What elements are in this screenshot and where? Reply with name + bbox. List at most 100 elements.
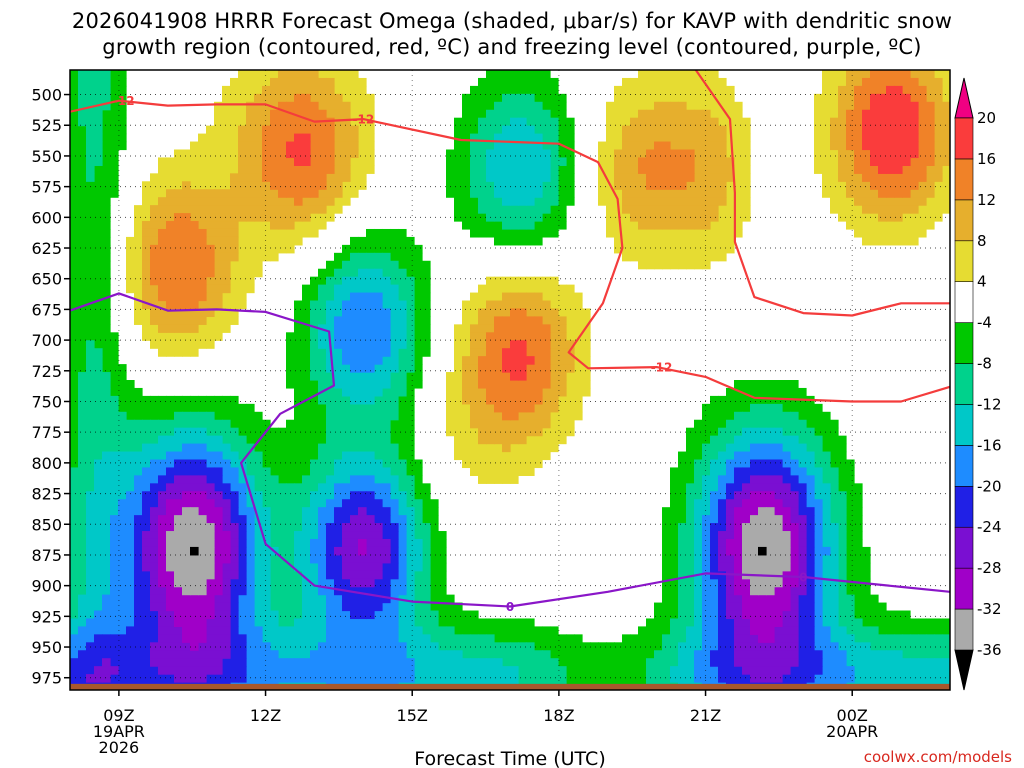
omega-cell xyxy=(518,149,527,159)
omega-cell xyxy=(278,435,287,445)
omega-cell xyxy=(846,610,855,620)
omega-cell xyxy=(150,451,159,461)
omega-cell xyxy=(806,451,815,461)
omega-cell xyxy=(782,435,791,445)
omega-cell xyxy=(102,380,111,389)
omega-cell xyxy=(526,85,535,95)
omega-cell xyxy=(390,340,399,349)
omega-cell xyxy=(830,531,839,540)
omega-cell xyxy=(414,483,423,492)
omega-cell xyxy=(414,292,423,302)
omega-cell xyxy=(246,189,255,198)
omega-cell xyxy=(502,149,511,159)
omega-cell xyxy=(254,77,263,87)
omega-cell xyxy=(662,578,671,588)
omega-cell xyxy=(70,181,79,190)
omega-cell xyxy=(262,109,271,119)
omega-cell xyxy=(694,499,703,508)
omega-cell xyxy=(766,403,775,413)
omega-cell xyxy=(390,228,399,238)
omega-cell xyxy=(502,228,511,238)
omega-cell xyxy=(110,443,119,453)
omega-cell xyxy=(158,483,167,492)
omega-cell xyxy=(646,228,655,238)
omega-cell xyxy=(774,403,783,413)
omega-cell xyxy=(334,276,343,286)
omega-cell xyxy=(926,70,935,79)
omega-cell xyxy=(278,610,287,620)
omega-cell xyxy=(302,642,311,651)
omega-cell xyxy=(942,93,950,103)
omega-cell xyxy=(230,93,239,103)
omega-cell xyxy=(478,308,487,318)
omega-cell xyxy=(934,181,943,190)
omega-cell xyxy=(214,403,223,413)
omega-cell xyxy=(126,483,135,492)
omega-cell xyxy=(190,213,199,222)
omega-cell xyxy=(238,570,247,580)
omega-cell xyxy=(214,451,223,461)
omega-cell xyxy=(406,674,415,683)
omega-cell xyxy=(262,70,271,79)
omega-cell xyxy=(302,300,311,310)
omega-cell xyxy=(286,435,295,445)
omega-cell xyxy=(886,674,895,683)
omega-cell xyxy=(166,236,175,246)
omega-cell xyxy=(734,173,743,182)
omega-cell xyxy=(262,658,271,667)
omega-cell xyxy=(286,610,295,620)
omega-cell xyxy=(670,642,679,651)
omega-cell xyxy=(638,244,647,254)
omega-cell xyxy=(86,165,95,174)
omega-cell xyxy=(110,372,119,381)
omega-cell xyxy=(550,650,559,659)
omega-cell xyxy=(358,674,367,683)
omega-cell xyxy=(798,419,807,429)
omega-cell xyxy=(678,260,687,270)
omega-cell xyxy=(462,348,471,357)
omega-cell xyxy=(414,308,423,318)
omega-cell xyxy=(366,244,375,254)
omega-cell xyxy=(334,618,343,628)
omega-cell xyxy=(526,276,535,286)
omega-cell xyxy=(718,586,727,596)
omega-cell xyxy=(286,578,295,588)
omega-cell xyxy=(374,650,383,659)
omega-cell xyxy=(566,658,575,667)
omega-cell xyxy=(942,666,950,675)
omega-cell xyxy=(510,133,519,143)
omega-cell xyxy=(206,236,215,246)
omega-cell xyxy=(694,236,703,246)
omega-cell xyxy=(614,228,623,238)
omega-cell xyxy=(510,674,519,683)
omega-cell xyxy=(558,395,567,405)
omega-cell xyxy=(662,570,671,580)
omega-cell xyxy=(94,546,103,556)
omega-cell xyxy=(214,324,223,333)
omega-cell xyxy=(398,268,407,278)
omega-cell xyxy=(86,181,95,190)
omega-cell xyxy=(910,236,919,246)
omega-cell xyxy=(510,70,519,79)
omega-cell xyxy=(406,459,415,469)
omega-cell xyxy=(694,538,703,548)
omega-cell xyxy=(782,419,791,429)
omega-cell xyxy=(350,419,359,429)
omega-cell xyxy=(534,276,543,286)
omega-cell xyxy=(110,435,119,445)
omega-cell xyxy=(358,356,367,365)
omega-cell xyxy=(158,395,167,405)
omega-cell xyxy=(254,109,263,119)
omega-cell xyxy=(222,228,231,238)
omega-cell xyxy=(222,181,231,190)
omega-cell xyxy=(102,419,111,429)
omega-cell xyxy=(334,133,343,143)
omega-cell xyxy=(390,252,399,262)
omega-cell xyxy=(654,221,663,230)
omega-cell xyxy=(542,674,551,683)
omega-cell xyxy=(854,650,863,659)
omega-cell xyxy=(814,101,823,111)
omega-cell xyxy=(758,658,767,667)
omega-cell xyxy=(646,634,655,643)
omega-cell xyxy=(358,443,367,453)
